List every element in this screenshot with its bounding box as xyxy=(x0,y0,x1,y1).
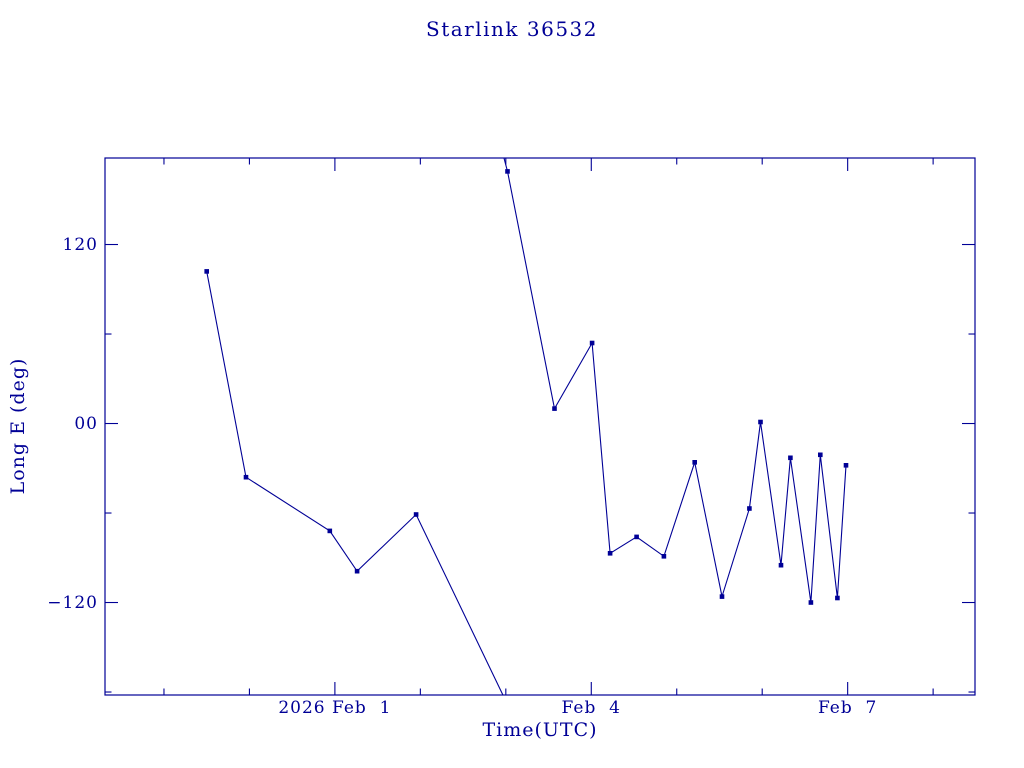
y-tick-label: 120 xyxy=(62,234,98,255)
plot-title: Starlink 36532 xyxy=(426,17,598,41)
y-tick-label: −120 xyxy=(47,592,98,613)
x-tick-label: 2026 Feb 1 xyxy=(278,698,392,718)
x-axis-label: Time(UTC) xyxy=(482,719,598,741)
x-tick-label: Feb 4 xyxy=(561,698,621,718)
x-tick-label: Feb 7 xyxy=(817,698,878,718)
y-tick-label: 00 xyxy=(74,413,98,434)
